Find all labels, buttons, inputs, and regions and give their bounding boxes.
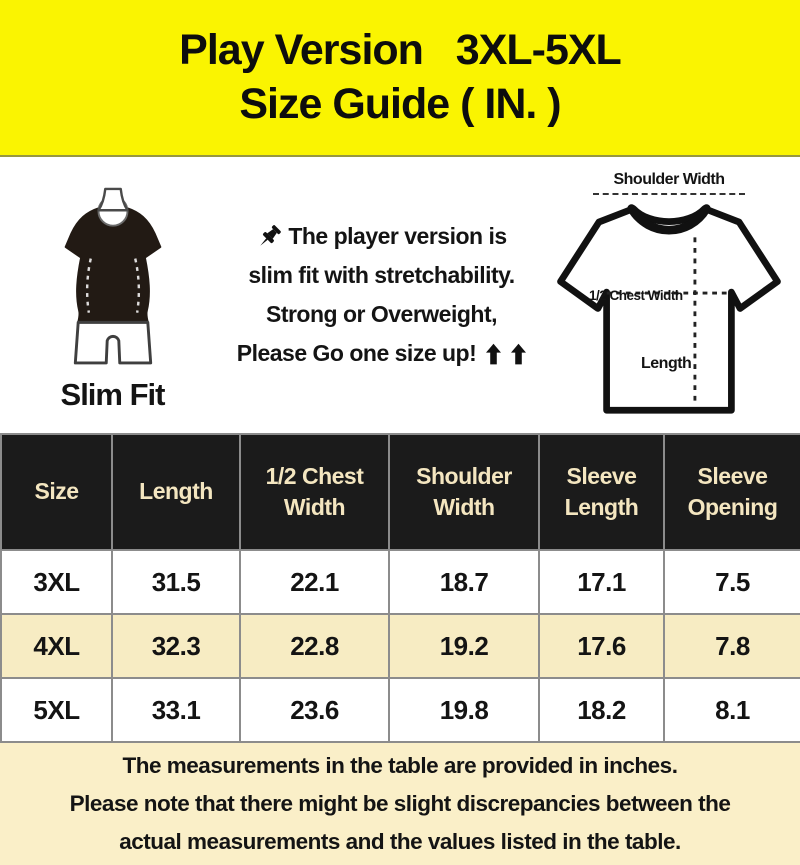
pushpin-icon <box>260 224 282 246</box>
size-table: Size Length 1/2 Chest Width Shoulder Wid… <box>0 433 800 743</box>
cell-sleeve-length: 17.6 <box>538 613 665 679</box>
shoulder-width-dash-line <box>593 193 745 195</box>
disclaimer-line-1: The measurements in the table are provid… <box>122 753 678 778</box>
cell-sleeve-length: 17.1 <box>538 549 665 615</box>
cell-size: 4XL <box>0 613 113 679</box>
table-row-5xl: 5XL 33.1 23.6 19.8 18.2 8.1 <box>0 677 800 743</box>
cell-size: 3XL <box>0 549 113 615</box>
fit-note: The player version is slim fit with stre… <box>225 157 538 433</box>
note-text-4: Please Go one size up! <box>236 340 477 366</box>
cell-size: 5XL <box>0 677 113 743</box>
col-header-shoulder-width: Shoulder Width <box>388 433 540 551</box>
col-header-length: Length <box>111 433 241 551</box>
col-header-chest-width: 1/2 Chest Width <box>239 433 390 551</box>
disclaimer-line-2: Please note that there might be slight d… <box>69 791 731 816</box>
shoulder-width-label: Shoulder Width <box>613 171 725 188</box>
note-text-1: The player version is <box>288 223 507 249</box>
slim-fit-label: Slim Fit <box>60 377 166 412</box>
disclaimer-footer: The measurements in the table are provid… <box>0 743 800 865</box>
cell-shoulder: 19.2 <box>388 613 540 679</box>
note-line-2: slim fit with stretchability. <box>248 256 515 295</box>
banner-title-line2: Size Guide ( IN. ) <box>239 79 561 128</box>
cell-shoulder: 18.7 <box>388 549 540 615</box>
cell-sleeve-opening: 7.5 <box>663 549 800 615</box>
length-label: Length <box>641 355 692 372</box>
note-line-1: The player version is <box>256 217 507 256</box>
table-row-3xl: 3XL 31.5 22.1 18.7 17.1 7.5 <box>0 549 800 615</box>
note-line-3: Strong or Overweight, <box>265 295 498 334</box>
col-header-size: Size <box>0 433 113 551</box>
size-table-header-row: Size Length 1/2 Chest Width Shoulder Wid… <box>0 433 800 551</box>
note-text-3: Strong or Overweight, <box>265 301 498 327</box>
cell-length: 31.5 <box>111 549 241 615</box>
chest-width-label: 1/2 Chest Width <box>589 288 683 303</box>
col-header-sleeve-opening: Sleeve Opening <box>663 433 800 551</box>
cell-length: 32.3 <box>111 613 241 679</box>
cell-sleeve-length: 18.2 <box>538 677 665 743</box>
note-line-4: Please Go one size up! <box>237 334 527 373</box>
cell-chest: 22.1 <box>239 549 390 615</box>
up-arrow-icon <box>511 343 527 364</box>
cell-chest: 22.8 <box>239 613 390 679</box>
info-section: Slim Fit The player version is slim fit … <box>0 157 800 433</box>
cell-shoulder: 19.8 <box>388 677 540 743</box>
disclaimer-line-3: actual measurements and the values liste… <box>119 829 681 854</box>
cell-sleeve-opening: 7.8 <box>663 613 800 679</box>
table-row-4xl: 4XL 32.3 22.8 19.2 17.6 7.8 <box>0 613 800 679</box>
slim-fit-figure-block: Slim Fit <box>0 157 225 433</box>
tshirt-diagram: Shoulder Width 1/2 Chest Width Length <box>549 171 789 423</box>
cell-chest: 23.6 <box>239 677 390 743</box>
col-header-sleeve-length: Sleeve Length <box>538 433 665 551</box>
cell-length: 33.1 <box>111 677 241 743</box>
header-banner: Play Version 3XL-5XL Size Guide ( IN. ) <box>0 0 800 157</box>
banner-title-line1: Play Version 3XL-5XL <box>179 26 622 75</box>
slim-fit-figure-icon <box>64 187 161 365</box>
cell-sleeve-opening: 8.1 <box>663 677 800 743</box>
up-arrow-icon <box>486 343 502 364</box>
tshirt-diagram-block: Shoulder Width 1/2 Chest Width Length <box>538 157 800 433</box>
tshirt-outline-icon <box>557 204 781 414</box>
note-text-2: slim fit with stretchability. <box>248 262 515 288</box>
